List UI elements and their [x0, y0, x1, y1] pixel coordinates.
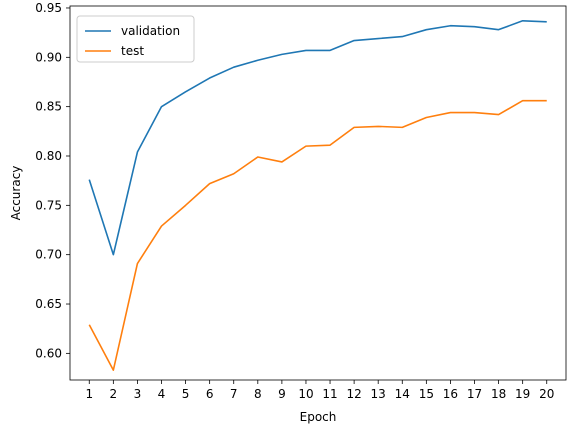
- y-axis: 0.60 0.65 0.70 0.75 0.80 0.85 0.90 0.95: [35, 1, 70, 360]
- series-layer: [88, 20, 547, 371]
- y-tick-label: 0.80: [35, 149, 62, 163]
- x-tick-label: 16: [443, 387, 458, 401]
- x-tick-label: 6: [206, 387, 214, 401]
- series-line-validation: [88, 20, 547, 256]
- x-tick-label: 14: [395, 387, 410, 401]
- x-tick-label: 8: [254, 387, 262, 401]
- y-tick-label: 0.75: [35, 198, 62, 212]
- x-tick-label: 10: [298, 387, 313, 401]
- x-axis-title: Epoch: [300, 410, 337, 424]
- x-tick-label: 1: [85, 387, 93, 401]
- x-tick-label: 4: [158, 387, 166, 401]
- x-tick-label: 5: [182, 387, 190, 401]
- legend-label-test: test: [121, 44, 144, 58]
- series-line-test: [88, 99, 547, 371]
- y-tick-label: 0.95: [35, 1, 62, 15]
- y-tick-label: 0.85: [35, 100, 62, 114]
- legend: validation test: [76, 15, 195, 63]
- x-tick-label: 7: [230, 387, 238, 401]
- legend-label-validation: validation: [121, 24, 180, 38]
- x-tick-label: 13: [371, 387, 386, 401]
- y-tick-label: 0.65: [35, 297, 62, 311]
- x-tick-label: 9: [278, 387, 286, 401]
- y-axis-title: Accuracy: [9, 166, 23, 221]
- x-tick-label: 11: [322, 387, 337, 401]
- y-tick-label: 0.60: [35, 346, 62, 360]
- y-tick-label: 0.70: [35, 248, 62, 262]
- x-tick-label: 17: [467, 387, 482, 401]
- plot-frame: [69, 5, 567, 381]
- x-tick-label: 12: [346, 387, 361, 401]
- y-tick-label: 0.90: [35, 50, 62, 64]
- plot-area: [69, 5, 567, 381]
- x-tick-label: 18: [491, 387, 506, 401]
- x-axis: 1 2 3 4 5 6 7 8 9 10 11 12 13 14 15 16 17 18 19 20: [85, 380, 554, 401]
- x-tick-label: 3: [134, 387, 142, 401]
- x-tick-label: 15: [419, 387, 434, 401]
- x-tick-label: 19: [515, 387, 530, 401]
- x-tick-label: 20: [539, 387, 554, 401]
- x-tick-label: 2: [110, 387, 118, 401]
